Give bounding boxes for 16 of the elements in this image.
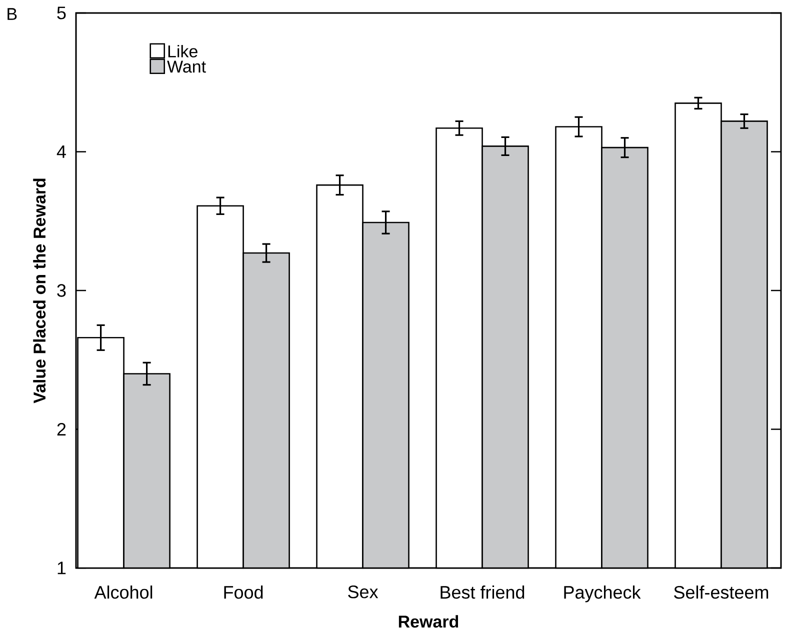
- x-tick-label: Food: [224, 586, 263, 599]
- y-tick-label: 5: [57, 6, 66, 20]
- y-axis-title: Value Placed on the Reward: [33, 178, 46, 404]
- x-tick-label: Paycheck: [564, 586, 641, 602]
- y-tick-label: 4: [56, 146, 66, 158]
- y-tick-label: 1: [58, 562, 66, 574]
- x-tick-label: Best friend: [440, 586, 524, 599]
- x-tick-label: Alcohol: [94, 586, 152, 599]
- legend-label: Want: [167, 60, 206, 73]
- x-axis-title: Reward: [398, 615, 458, 628]
- x-tick-label: Self-esteem: [674, 586, 768, 599]
- legend-label: Like: [168, 44, 198, 58]
- y-tick-label: 3: [57, 284, 66, 297]
- y-tick-label: 2: [57, 422, 66, 436]
- x-tick-label: Sex: [348, 586, 378, 598]
- text: B: [8, 8, 17, 20]
